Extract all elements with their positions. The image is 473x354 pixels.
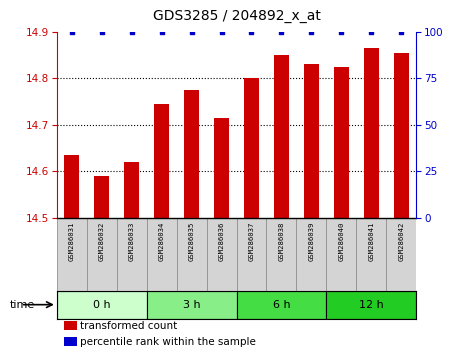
Text: 0 h: 0 h [93,300,111,310]
Text: GSM286032: GSM286032 [99,222,105,262]
Bar [64,321,77,330]
Bar [236,291,326,319]
Text: percentile rank within the sample: percentile rank within the sample [80,337,256,347]
Bar [326,218,356,291]
Bar [184,90,199,218]
Text: GSM286031: GSM286031 [69,222,75,262]
Bar [124,162,139,218]
Bar [386,218,416,291]
Point [248,29,255,35]
Bar [207,218,236,291]
Text: 12 h: 12 h [359,300,384,310]
Text: 3 h: 3 h [183,300,201,310]
Bar [356,218,386,291]
Bar [117,218,147,291]
Text: GSM286034: GSM286034 [158,222,165,262]
Bar [94,176,109,218]
Bar [236,218,266,291]
Bar [87,218,117,291]
Text: GSM286041: GSM286041 [368,222,374,262]
Bar [244,78,259,218]
Point [98,29,105,35]
Text: GSM286033: GSM286033 [129,222,135,262]
Text: GSM286042: GSM286042 [398,222,404,262]
Text: 6 h: 6 h [272,300,290,310]
Bar [147,218,176,291]
Bar [266,218,297,291]
Text: GSM286039: GSM286039 [308,222,315,262]
Bar [326,291,416,319]
Point [218,29,225,35]
Point [68,29,76,35]
Point [278,29,285,35]
Bar [57,218,87,291]
Text: time: time [9,300,35,310]
Text: GSM286035: GSM286035 [189,222,194,262]
Bar [64,155,79,218]
Bar [394,53,409,218]
Text: transformed count: transformed count [80,321,177,331]
Bar [304,64,319,218]
Bar [274,55,289,218]
Bar [297,218,326,291]
Point [188,29,195,35]
Point [158,29,166,35]
Bar [334,67,349,218]
Bar [214,118,229,218]
Bar [154,104,169,218]
Text: GDS3285 / 204892_x_at: GDS3285 / 204892_x_at [153,9,320,23]
Point [397,29,405,35]
Point [128,29,135,35]
Bar [176,218,207,291]
Point [338,29,345,35]
Bar [57,291,147,319]
Text: GSM286038: GSM286038 [279,222,284,262]
Text: GSM286036: GSM286036 [219,222,225,262]
Bar [147,291,236,319]
Bar [364,48,379,218]
Text: GSM286040: GSM286040 [338,222,344,262]
Point [368,29,375,35]
Bar [64,337,77,346]
Point [307,29,315,35]
Text: GSM286037: GSM286037 [248,222,254,262]
